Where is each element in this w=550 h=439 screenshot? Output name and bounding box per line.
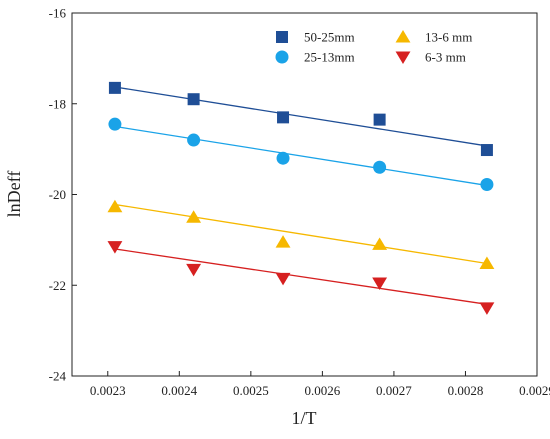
data-point-3-3 (372, 277, 388, 290)
x-tick-label: 0.0023 (90, 383, 126, 398)
data-point-0-2 (277, 111, 290, 124)
data-point-1-4 (480, 178, 494, 192)
data-point-2-2 (275, 235, 291, 248)
data-markers (107, 81, 495, 315)
y-tick-label: -22 (49, 278, 66, 293)
y-tick-label: -20 (49, 187, 66, 202)
data-point-2-3 (372, 237, 388, 250)
fit-line-3 (114, 248, 488, 305)
data-point-3-1 (186, 263, 202, 277)
x-tick-label: 0.0026 (305, 383, 341, 398)
y-tick-label: -16 (49, 6, 67, 21)
y-axis-ticks: -24 -22 -20 -18 -16 (49, 6, 77, 384)
data-point-2-0 (107, 199, 123, 213)
y-axis-title: lnDeff (4, 171, 24, 218)
legend-label-1: 25-13mm (304, 50, 355, 65)
data-point-0-3 (373, 113, 386, 126)
data-point-1-0 (108, 117, 122, 131)
data-point-0-1 (187, 93, 200, 106)
x-tick-label: 0.0027 (376, 383, 412, 398)
data-point-3-0 (107, 241, 123, 254)
data-point-3-2 (275, 272, 291, 286)
data-point-1-1 (187, 133, 201, 147)
legend: 50-25mm 13-6 mm 25-13mm 6-3 mm (275, 30, 472, 65)
legend-label-0: 50-25mm (304, 30, 355, 45)
fit-line-2 (114, 203, 488, 265)
data-point-0-0 (108, 81, 121, 94)
x-tick-label: 0.0029 (519, 383, 550, 398)
x-tick-label: 0.0028 (448, 383, 484, 398)
fit-lines (114, 86, 488, 305)
x-tick-label: 0.0024 (161, 383, 197, 398)
data-point-3-4 (479, 302, 495, 315)
legend-label-2: 13-6 mm (425, 30, 472, 45)
data-point-1-3 (373, 160, 387, 174)
x-axis-ticks: 0.0023 0.0024 0.0025 0.0026 0.0027 0.0028 0.00… (90, 371, 550, 398)
y-tick-label: -18 (49, 96, 66, 111)
x-axis-title: 1/T (292, 408, 317, 428)
y-tick-label: -24 (49, 369, 67, 384)
data-point-2-1 (186, 210, 202, 223)
data-point-1-2 (276, 151, 290, 165)
legend-marker-3 (395, 51, 411, 64)
legend-label-3: 6-3 mm (425, 50, 466, 65)
fit-line-0 (114, 86, 488, 147)
data-point-0-4 (480, 144, 493, 157)
legend-marker-2 (395, 30, 411, 43)
fit-line-1 (114, 125, 488, 187)
legend-marker-1 (275, 50, 289, 64)
data-point-2-4 (479, 256, 495, 269)
x-tick-label: 0.0025 (233, 383, 269, 398)
plot-frame (71, 12, 538, 377)
legend-marker-0 (276, 31, 288, 43)
